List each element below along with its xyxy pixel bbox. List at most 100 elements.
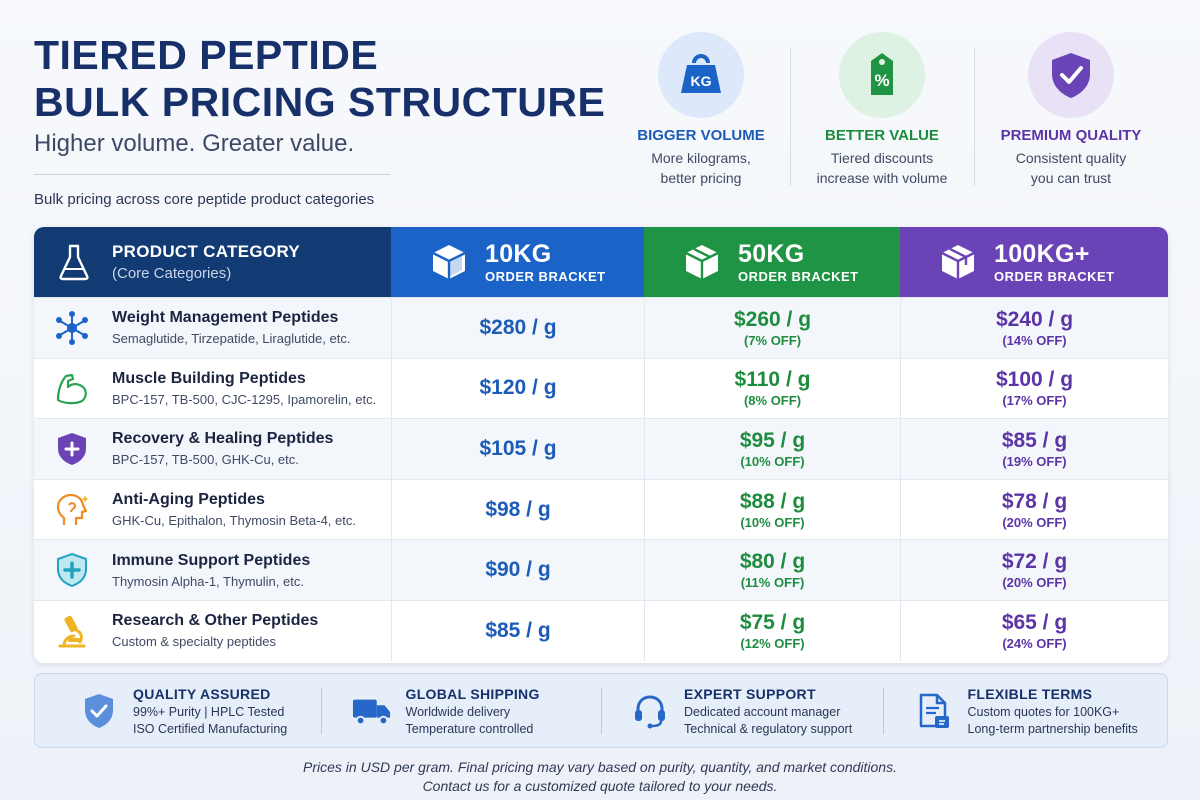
header-divider — [34, 174, 390, 175]
feature-desc: More kilograms, better pricing — [651, 150, 751, 186]
tier-label: ORDER BRACKET — [994, 268, 1115, 284]
svg-text:%: % — [874, 71, 889, 90]
tagline: Higher volume. Greater value. — [34, 130, 355, 157]
category-examples: Semaglutide, Tirzepatide, Liraglutide, e… — [112, 331, 351, 347]
benefits-strip: QUALITY ASSURED 99%+ Purity | HPLC Teste… — [34, 673, 1168, 748]
benefit-line: Custom quotes for 100KG+ — [967, 704, 1120, 719]
header-tier-10kg: 10KG ORDER BRACKET — [391, 227, 644, 297]
price-10kg: $85 / g — [485, 618, 551, 642]
feature-title: BETTER VALUE — [825, 127, 939, 144]
feature-desc: Consistent quality you can trust — [1015, 150, 1127, 186]
discount-100kg: (20% OFF) — [1002, 575, 1067, 591]
title-line-1: TIERED PEPTIDE — [34, 32, 379, 78]
price-100kg: $85 / g — [1001, 428, 1068, 452]
category-examples: Thymosin Alpha-1, Thymulin, etc. — [112, 573, 304, 589]
category-examples: BPC-157, TB-500, CJC-1295, Ipamorelin, e… — [112, 391, 377, 407]
box-icon — [682, 242, 722, 282]
table-body: Weight Management Peptides Semaglutide, … — [34, 297, 1168, 661]
benefit-title: EXPERT SUPPORT — [684, 685, 816, 702]
discount-50kg: (12% OFF) — [740, 635, 805, 651]
discount-50kg: (10% OFF) — [740, 514, 805, 530]
benefit-quality-assured: QUALITY ASSURED 99%+ Purity | HPLC Teste… — [35, 674, 321, 747]
tier-size: 100KG+ — [994, 239, 1090, 268]
header-tier-100kg: 100KG+ ORDER BRACKET — [900, 227, 1168, 297]
feature-title: BIGGER VOLUME — [637, 127, 765, 144]
benefit-title: FLEXIBLE TERMS — [967, 685, 1093, 702]
category-header-label: PRODUCT CATEGORY — [112, 242, 301, 261]
price-100kg: $65 / g — [1001, 610, 1068, 634]
category-examples: Custom & specialty peptides — [112, 634, 277, 650]
discount-50kg: (7% OFF) — [743, 332, 802, 348]
shield-check-icon — [1028, 32, 1114, 118]
discount-100kg: (24% OFF) — [1002, 635, 1067, 651]
price-10kg: $105 / g — [479, 436, 557, 460]
table-row: Research & Other Peptides Custom & speci… — [34, 599, 1168, 661]
page-title: TIERED PEPTIDE BULK PRICING STRUCTURE — [34, 32, 614, 126]
shield-plus-icon — [52, 429, 92, 469]
table-row: Muscle Building Peptides BPC-157, TB-500… — [34, 357, 1168, 419]
category-name: Anti-Aging Peptides — [112, 491, 265, 509]
table-row: Weight Management Peptides Semaglutide, … — [34, 297, 1168, 358]
table-header: PRODUCT CATEGORY (Core Categories) 10KG … — [34, 227, 1168, 297]
price-50kg: $88 / g — [739, 489, 806, 513]
feature-better-value: % BETTER VALUE Tiered discounts increase… — [792, 32, 972, 188]
truck-icon — [352, 691, 392, 731]
discount-100kg: (14% OFF) — [1002, 332, 1067, 348]
tier-label: ORDER BRACKET — [738, 268, 859, 284]
footnote-line-1: Prices in USD per gram. Final pricing ma… — [303, 759, 897, 775]
flask-icon — [54, 242, 94, 282]
document-icon — [914, 691, 954, 731]
benefit-global-shipping: GLOBAL SHIPPING Worldwide delivery Tempe… — [322, 674, 602, 747]
molecule-icon — [52, 308, 92, 348]
price-50kg: $75 / g — [739, 610, 806, 634]
price-50kg: $110 / g — [734, 368, 811, 392]
category-name: Weight Management Peptides — [112, 309, 339, 327]
headset-icon — [630, 691, 670, 731]
feature-title: PREMIUM QUALITY — [1000, 127, 1142, 144]
header-tier-50kg: 50KG ORDER BRACKET — [644, 227, 900, 297]
benefit-line: Dedicated account manager — [684, 704, 841, 719]
price-100kg: $100 / g — [995, 368, 1074, 392]
strip-divider — [320, 687, 322, 734]
discount-50kg: (8% OFF) — [743, 393, 802, 409]
feature-desc: Tiered discounts increase with volume — [816, 150, 948, 186]
feature-divider — [790, 48, 791, 186]
price-10kg: $280 / g — [479, 315, 557, 339]
category-name: Muscle Building Peptides — [112, 369, 306, 387]
discount-50kg: (10% OFF) — [740, 453, 805, 469]
feature-bigger-volume: KG BIGGER VOLUME More kilograms, better … — [611, 32, 791, 188]
pricing-table: PRODUCT CATEGORY (Core Categories) 10KG … — [34, 227, 1168, 663]
microscope-icon — [52, 611, 92, 651]
benefit-title: QUALITY ASSURED — [133, 685, 271, 702]
category-examples: BPC-157, TB-500, GHK-Cu, etc. — [112, 452, 299, 468]
table-row: Recovery & Healing Peptides BPC-157, TB-… — [34, 418, 1168, 479]
table-row: Immune Support Peptides Thymosin Alpha-1… — [34, 539, 1168, 600]
header-product-category: PRODUCT CATEGORY (Core Categories) — [34, 227, 391, 297]
price-10kg: $90 / g — [485, 558, 551, 582]
discount-50kg: (11% OFF) — [740, 575, 805, 591]
price-100kg: $72 / g — [1001, 550, 1068, 574]
benefit-line: Temperature controlled — [405, 721, 534, 736]
category-name: Recovery & Healing Peptides — [112, 430, 334, 448]
head-sparkle-icon — [52, 490, 92, 530]
feature-divider — [974, 48, 975, 186]
strip-divider — [601, 687, 603, 734]
discount-100kg: (19% OFF) — [1002, 453, 1067, 469]
benefit-line: Technical & regulatory support — [684, 721, 853, 736]
price-100kg: $78 / g — [1001, 489, 1068, 513]
tier-size: 50KG — [738, 239, 805, 268]
price-50kg: $95 / g — [739, 428, 806, 452]
discount-100kg: (17% OFF) — [1002, 393, 1067, 409]
benefit-expert-support: EXPERT SUPPORT Dedicated account manager… — [602, 674, 883, 747]
discount-100kg: (20% OFF) — [1002, 514, 1067, 530]
category-examples: GHK-Cu, Epithalon, Thymosin Beta-4, etc. — [112, 513, 356, 529]
price-50kg: $260 / g — [733, 307, 812, 331]
tier-label: ORDER BRACKET — [485, 268, 606, 284]
price-50kg: $80 / g — [739, 550, 806, 574]
benefit-line: Long-term partnership benefits — [967, 721, 1138, 736]
box-icon — [429, 242, 469, 282]
feature-premium-quality: PREMIUM QUALITY Consistent quality you c… — [981, 32, 1161, 188]
category-name: Research & Other Peptides — [112, 612, 319, 630]
benefit-line: Worldwide delivery — [405, 704, 511, 719]
benefit-flexible-terms: FLEXIBLE TERMS Custom quotes for 100KG+ … — [884, 674, 1168, 747]
